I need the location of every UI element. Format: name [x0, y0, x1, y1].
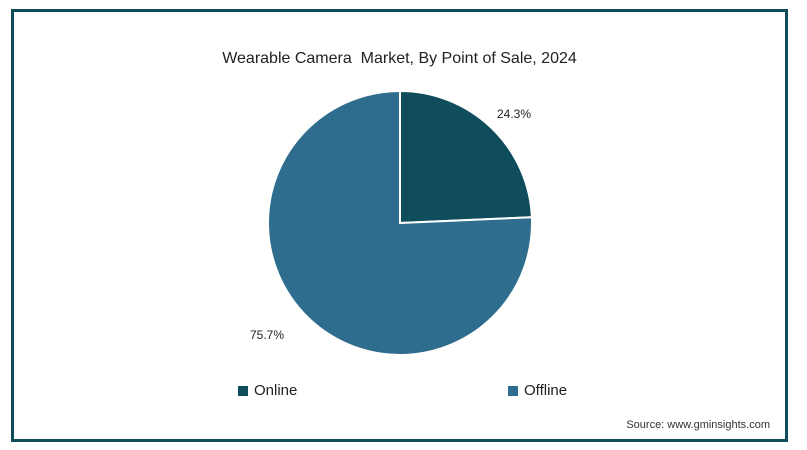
legend-label-online: Online: [254, 382, 298, 399]
chart-title: Wearable Camera Market, By Point of Sale…: [222, 50, 577, 67]
pie-slice-offline: [267, 89, 533, 356]
pie-chart: 24.3% 75.7%: [250, 89, 533, 356]
slice-label-offline: 75.7%: [250, 328, 284, 342]
legend-swatch-offline: [508, 385, 518, 396]
legend-item-online: Online: [238, 382, 297, 399]
slice-label-online: 24.3%: [497, 107, 531, 121]
legend-swatch-online: [238, 385, 248, 396]
chart-frame: Wearable Camera Market, By Point of Sale…: [11, 9, 788, 442]
source-note: Source: www.gminsights.com: [626, 419, 770, 431]
chart-legend: Online Offline: [14, 382, 785, 402]
legend-label-offline: Offline: [524, 382, 568, 399]
pie-slice-online: [399, 89, 533, 225]
legend-item-offline: Offline: [508, 382, 567, 399]
